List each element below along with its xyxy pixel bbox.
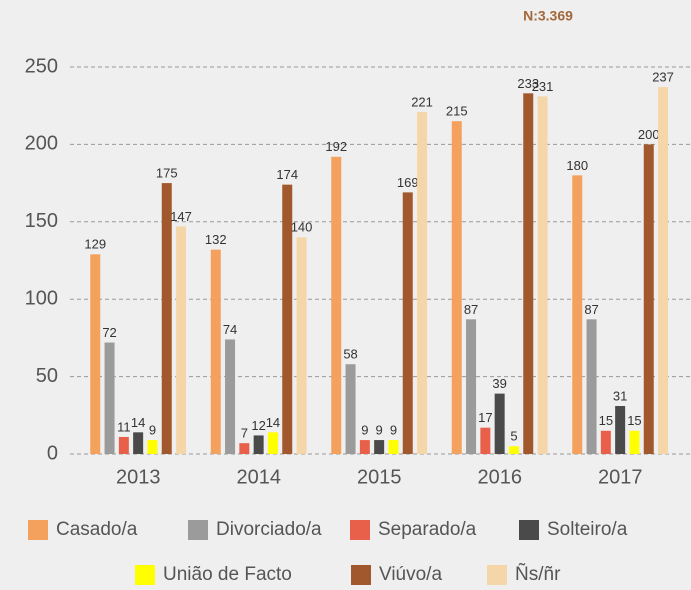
x-tick-label: 2016: [478, 466, 523, 488]
bar: [466, 319, 477, 454]
data-label: 17: [478, 410, 492, 425]
data-label: 231: [532, 79, 554, 94]
data-label: 221: [411, 94, 433, 109]
legend-swatch: [519, 520, 539, 540]
y-tick-label: 150: [25, 210, 58, 232]
data-label: 192: [325, 139, 347, 154]
bar: [296, 237, 307, 454]
data-label: 15: [599, 413, 613, 428]
bar: [253, 435, 264, 454]
bar: [508, 446, 519, 454]
data-label: 9: [149, 423, 156, 438]
data-label: 233: [517, 76, 539, 91]
bar: [104, 342, 115, 454]
bar: [210, 249, 221, 454]
legend-label: Solteiro/a: [547, 519, 628, 540]
x-tick-label: 2017: [598, 466, 643, 488]
data-label: 147: [170, 209, 192, 224]
bar: [494, 393, 505, 454]
data-label: 11: [117, 419, 131, 434]
data-label: 72: [102, 325, 116, 340]
data-label: 140: [291, 220, 313, 235]
data-label: 180: [566, 158, 588, 173]
data-label: 31: [613, 388, 627, 403]
data-label: 87: [584, 302, 598, 317]
data-label: 237: [652, 70, 674, 85]
legend-swatch: [487, 565, 507, 585]
bar: [359, 440, 370, 454]
data-label: 200: [638, 127, 660, 142]
y-tick-label: 100: [25, 287, 58, 309]
bar: [480, 427, 491, 454]
legend-swatch: [135, 565, 155, 585]
x-tick-label: 2013: [116, 466, 161, 488]
data-label: 74: [223, 322, 237, 337]
legend-swatch: [350, 520, 370, 540]
bar: [523, 93, 534, 454]
bar: [537, 96, 548, 455]
bar: [133, 432, 144, 454]
data-label: 9: [361, 423, 368, 438]
bar: [572, 175, 583, 455]
data-label: 58: [343, 347, 357, 362]
data-label: 169: [397, 175, 419, 190]
data-label: 7: [241, 426, 248, 441]
bar: [586, 319, 597, 454]
bar: [176, 226, 187, 454]
data-label: 39: [492, 376, 506, 391]
bar: [374, 440, 385, 454]
bar: [658, 87, 669, 455]
bar: [402, 192, 413, 454]
x-tick-label: 2015: [357, 466, 402, 488]
bar: [643, 144, 654, 454]
y-tick-label: 250: [25, 55, 58, 77]
data-label: 175: [156, 166, 178, 181]
data-label: 174: [276, 167, 298, 182]
data-label: 215: [446, 104, 468, 119]
data-label: 9: [376, 423, 383, 438]
bar: [345, 364, 356, 454]
legend-swatch: [351, 565, 371, 585]
bar: [417, 111, 428, 454]
bar: [629, 430, 640, 454]
y-tick-label: 200: [25, 133, 58, 155]
data-label: 14: [131, 415, 145, 430]
bar: [600, 430, 611, 454]
bar: [225, 339, 236, 454]
bar: [331, 156, 342, 454]
legend-label: Viúvo/a: [379, 564, 442, 585]
bar: [451, 121, 462, 455]
legend-label: Ñs/ñr: [515, 563, 561, 585]
chart-title: N:3.369: [523, 8, 573, 24]
legend-label: Divorciado/a: [216, 519, 322, 540]
bar: [161, 183, 172, 454]
bar: [118, 436, 129, 454]
bar: [239, 443, 250, 454]
bar: [267, 432, 278, 454]
data-label: 87: [464, 302, 478, 317]
data-label: 129: [84, 237, 106, 252]
data-label: 5: [510, 429, 517, 444]
legend-label: Casado/a: [56, 519, 138, 540]
bar: [147, 440, 158, 454]
data-label: 14: [266, 415, 280, 430]
legend-label: União de Facto: [163, 564, 292, 585]
y-tick-label: 0: [47, 442, 58, 464]
y-tick-label: 50: [36, 365, 58, 387]
legend-swatch: [188, 520, 208, 540]
bar: [388, 440, 399, 454]
data-label: 12: [251, 418, 265, 433]
bar: [90, 254, 101, 454]
bar: [615, 406, 626, 454]
data-label: 15: [627, 413, 641, 428]
data-label: 9: [390, 423, 397, 438]
legend-swatch: [28, 520, 48, 540]
legend-label: Separado/a: [378, 519, 477, 540]
data-label: 132: [205, 232, 227, 247]
bar: [282, 184, 293, 454]
x-tick-label: 2014: [237, 466, 282, 488]
